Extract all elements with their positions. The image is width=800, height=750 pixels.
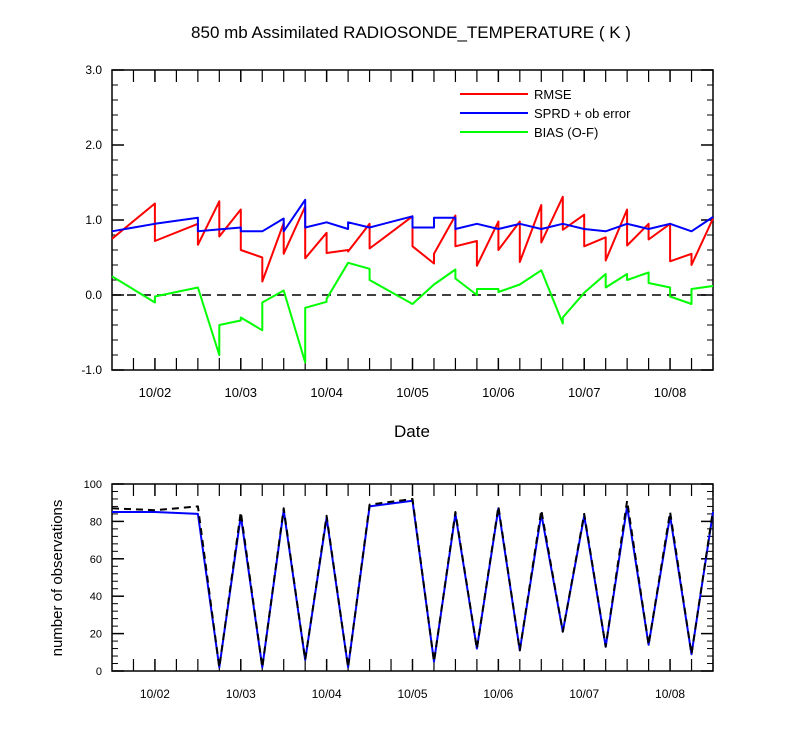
y-tick-label: 3.0 bbox=[85, 63, 102, 77]
x-tick-label: 10/02 bbox=[139, 385, 172, 400]
top-axis-ticks bbox=[112, 69, 714, 371]
x-tick-label: 10/05 bbox=[397, 687, 427, 701]
x-tick-label: 10/04 bbox=[312, 687, 342, 701]
series-line-rmse bbox=[111, 195, 714, 283]
legend-label: SPRD + ob error bbox=[534, 106, 631, 121]
y-tick-label: 0 bbox=[96, 666, 102, 678]
y-tick-label: 100 bbox=[84, 479, 102, 491]
x-tick-label: 10/08 bbox=[654, 385, 687, 400]
y-tick-label: 40 bbox=[90, 591, 102, 603]
x-tick-label: 10/06 bbox=[483, 687, 513, 701]
chart-title: 850 mb Assimilated RADIOSONDE_TEMPERATUR… bbox=[191, 23, 631, 42]
legend: RMSE SPRD + ob error BIAS (O-F) bbox=[460, 87, 631, 140]
x-tick-label: 10/05 bbox=[396, 385, 429, 400]
legend-label: BIAS (O-F) bbox=[534, 125, 598, 140]
x-tick-label: 10/02 bbox=[140, 687, 170, 701]
x-tick-label: 10/03 bbox=[226, 687, 256, 701]
series-line-sprd-ob-error bbox=[111, 198, 714, 233]
bottom-plot-frame bbox=[111, 483, 714, 672]
y-tick-label: 1.0 bbox=[85, 213, 102, 227]
y-tick-label: 20 bbox=[90, 629, 102, 641]
y-tick-label: 0.0 bbox=[85, 288, 102, 302]
y-axis-label-observations: number of observations bbox=[49, 500, 66, 657]
bottom-x-tick-labels: 10/02 10/03 10/04 10/05 10/06 10/07 10/08 bbox=[140, 687, 685, 701]
x-tick-label: 10/07 bbox=[569, 687, 599, 701]
series-line-bias-o-f bbox=[111, 261, 714, 364]
x-axis-label: Date bbox=[394, 422, 430, 441]
x-tick-label: 10/07 bbox=[568, 385, 601, 400]
y-tick-label: -1.0 bbox=[81, 363, 102, 377]
bottom-y-tick-labels: 0 20 40 60 80 100 bbox=[84, 479, 102, 678]
y-tick-label: 2.0 bbox=[85, 138, 102, 152]
bottom-series-group bbox=[111, 498, 714, 669]
x-tick-label: 10/04 bbox=[310, 385, 343, 400]
legend-label: RMSE bbox=[534, 87, 572, 102]
y-tick-label: 60 bbox=[90, 554, 102, 566]
x-tick-label: 10/06 bbox=[482, 385, 515, 400]
series-line-possible bbox=[111, 498, 714, 669]
top-panel: -1.00.01.02.03.0 10/02 10/03 10/04 10/05 10/… bbox=[81, 63, 714, 400]
y-tick-label: 80 bbox=[90, 516, 102, 528]
x-tick-label: 10/08 bbox=[655, 687, 685, 701]
top-series-group bbox=[111, 195, 714, 364]
top-y-tick-labels: -1.0 0.0 1.0 2.0 3.0 bbox=[81, 63, 102, 377]
bottom-axis-ticks bbox=[112, 483, 714, 672]
top-x-tick-labels: 10/02 10/03 10/04 10/05 10/06 10/07 10/08 bbox=[139, 385, 687, 400]
x-tick-label: 10/03 bbox=[225, 385, 258, 400]
